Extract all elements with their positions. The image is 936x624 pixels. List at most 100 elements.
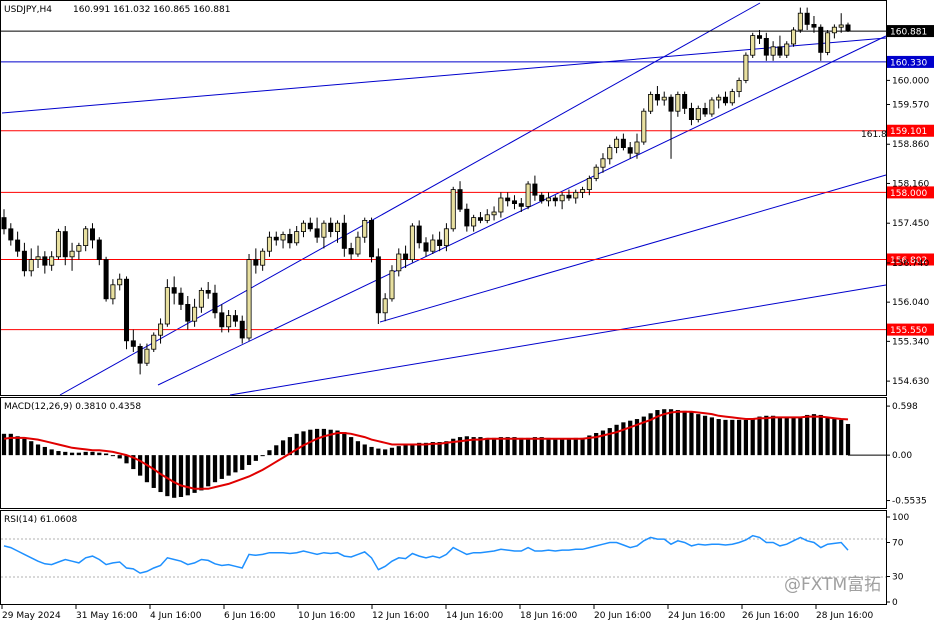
macd-bar — [1, 433, 7, 456]
macd-bar — [818, 414, 823, 456]
candle-body — [280, 233, 286, 241]
candle-body — [573, 191, 579, 199]
candle-body — [641, 110, 647, 143]
rsi-line — [3, 534, 849, 574]
candle-body — [8, 228, 14, 241]
macd-bar — [675, 410, 680, 456]
candle-body — [450, 189, 456, 230]
macd-bar — [839, 419, 844, 456]
macd-bar — [314, 428, 320, 456]
candle-body — [178, 292, 184, 305]
macd-bar — [185, 455, 190, 496]
candle-body — [369, 219, 375, 258]
candle-body — [477, 217, 483, 221]
candle-body — [300, 222, 306, 232]
candle-body — [198, 289, 204, 308]
candle-body — [757, 35, 763, 39]
macd-bar — [519, 437, 524, 456]
candle-body — [532, 183, 538, 196]
macd-bar — [383, 449, 388, 456]
candle-body — [437, 239, 443, 246]
price-tags: 160.881 160.330 159.101 158.000 156.802 155.5… — [887, 25, 934, 336]
channel-lower-line — [157, 35, 887, 386]
candle-body — [137, 345, 143, 364]
macd-bar — [709, 417, 714, 456]
candle-body — [110, 284, 116, 300]
macd-bar — [553, 438, 558, 456]
candle-body — [171, 287, 177, 294]
candle-body — [736, 80, 742, 93]
candle-body — [729, 91, 735, 104]
rsi-axis-ticks: 100 70 30 0 — [886, 513, 909, 608]
level-tag — [887, 186, 934, 199]
macd-bar — [580, 437, 585, 456]
macd-bar — [723, 419, 728, 456]
candle-body — [722, 96, 728, 104]
macd-bar — [8, 433, 13, 456]
macd-bar — [376, 448, 381, 456]
candle-body — [294, 231, 300, 244]
candle-body — [750, 35, 756, 56]
candle-body — [566, 194, 572, 199]
candle-body — [831, 26, 837, 34]
candle-body — [253, 259, 259, 266]
macd-bar — [560, 438, 565, 456]
macd-bar — [294, 433, 299, 456]
macd-bar — [110, 455, 116, 457]
macd-bar — [662, 409, 667, 456]
candle-body — [491, 211, 497, 216]
macd-bar — [471, 437, 476, 456]
macd-bar — [634, 419, 640, 456]
candle-body — [76, 245, 82, 252]
candle-body — [505, 197, 511, 202]
time-tick-label: 14 Jun 16:00 — [446, 611, 503, 621]
candle-body — [1, 217, 7, 230]
candle-body — [743, 54, 749, 81]
macd-bar — [689, 411, 694, 456]
macd-bar — [491, 437, 497, 456]
candle-body — [409, 225, 415, 260]
candle-body — [825, 32, 831, 53]
candle-body — [586, 177, 592, 190]
macd-bar — [587, 435, 592, 456]
macd-bar — [76, 452, 81, 456]
candle-body — [464, 208, 470, 227]
macd-tick-label: 0.00 — [892, 451, 912, 461]
macd-bar — [505, 437, 510, 456]
candle-body — [518, 203, 524, 207]
macd-bar — [539, 437, 544, 456]
price-tick-label: 158.160 — [892, 179, 929, 189]
macd-bar — [280, 440, 286, 456]
level-tag — [887, 253, 934, 266]
candle-body — [55, 231, 61, 258]
macd-bar — [335, 430, 340, 456]
macd-bar — [403, 445, 408, 456]
candle-body — [430, 239, 436, 252]
macd-bar — [798, 416, 803, 456]
candle-body — [511, 200, 517, 205]
macd-bar — [451, 438, 456, 456]
candle-body — [362, 219, 368, 238]
macd-bar — [464, 436, 469, 456]
rsi-tick-label: 0 — [892, 598, 898, 608]
time-tick-label: 29 May 2024 — [2, 611, 61, 621]
channel-mid-line — [379, 174, 887, 323]
rsi-label: RSI(14) 61.0608 — [4, 515, 77, 525]
time-tick-label: 10 Jun 16:00 — [298, 611, 355, 621]
macd-bar — [246, 455, 252, 465]
candle-body — [164, 287, 170, 325]
macd-bar — [56, 451, 61, 456]
price-tick-label: 156.040 — [892, 298, 929, 308]
macd-bar — [423, 442, 429, 456]
candle-body — [620, 138, 626, 148]
candle-body — [818, 26, 824, 53]
macd-bar — [124, 455, 129, 464]
macd-bar — [784, 417, 789, 456]
horizontal-levels — [1, 30, 886, 331]
macd-bar — [178, 455, 184, 497]
candle-body — [260, 250, 266, 266]
macd-bar — [716, 419, 721, 456]
candle-body — [124, 278, 130, 342]
level-tag-label: 155.550 — [890, 326, 927, 336]
